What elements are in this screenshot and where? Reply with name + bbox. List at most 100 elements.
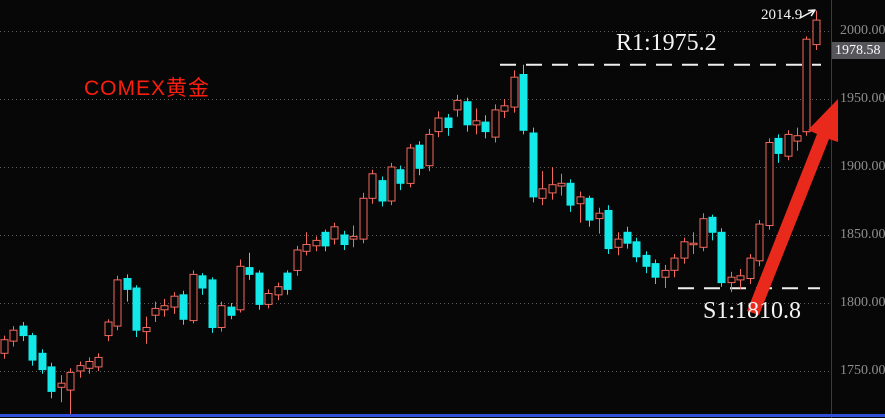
candle-body[interactable] bbox=[642, 254, 651, 267]
candle-body[interactable] bbox=[151, 307, 160, 316]
candle-body[interactable] bbox=[94, 356, 103, 368]
axis-tick-label: 1950.00 bbox=[840, 91, 885, 106]
candle-body[interactable] bbox=[198, 275, 207, 289]
candle-body[interactable] bbox=[28, 335, 37, 361]
candle-body[interactable] bbox=[170, 295, 179, 308]
candle-body[interactable] bbox=[274, 286, 283, 296]
candle-body[interactable] bbox=[340, 234, 349, 245]
candle-body[interactable] bbox=[396, 169, 405, 184]
candle-body[interactable] bbox=[0, 339, 9, 354]
candle-body[interactable] bbox=[774, 137, 783, 154]
candle-body[interactable] bbox=[708, 216, 717, 233]
candle-body[interactable] bbox=[227, 306, 236, 316]
candle-body[interactable] bbox=[463, 101, 472, 126]
candle-body[interactable] bbox=[585, 197, 594, 221]
candle-body[interactable] bbox=[538, 188, 547, 199]
candle-body[interactable] bbox=[387, 166, 396, 202]
candle-body[interactable] bbox=[670, 257, 679, 271]
candle-body[interactable] bbox=[755, 223, 764, 262]
candle-body[interactable] bbox=[632, 241, 641, 258]
candle-body[interactable] bbox=[444, 117, 453, 128]
candle-body[interactable] bbox=[727, 276, 736, 284]
candle-body[interactable] bbox=[699, 218, 708, 248]
candle-body[interactable] bbox=[548, 184, 557, 194]
bottom-divider-bar bbox=[0, 414, 885, 417]
axis-tick-label: 1750.00 bbox=[840, 363, 885, 378]
candle-body[interactable] bbox=[689, 242, 698, 246]
candle-body[interactable] bbox=[651, 263, 660, 278]
candle-body[interactable] bbox=[491, 109, 500, 138]
candle-body[interactable] bbox=[793, 135, 802, 142]
candle-body[interactable] bbox=[359, 197, 368, 240]
candle-body[interactable] bbox=[425, 133, 434, 167]
instrument-title: COMEX黄金 bbox=[84, 77, 211, 100]
candle-body[interactable] bbox=[255, 272, 264, 305]
candle-body[interactable] bbox=[179, 294, 188, 320]
axis-tick-label: 1800.00 bbox=[840, 295, 885, 310]
candle-body[interactable] bbox=[47, 366, 56, 392]
candle-body[interactable] bbox=[208, 279, 217, 328]
axis-tick-label: 1900.00 bbox=[840, 159, 885, 174]
candle-body[interactable] bbox=[368, 173, 377, 199]
candle-body[interactable] bbox=[614, 238, 623, 248]
candle-body[interactable] bbox=[604, 210, 613, 250]
candle-body[interactable] bbox=[264, 293, 273, 305]
candle-body[interactable] bbox=[132, 287, 141, 331]
candle-body[interactable] bbox=[9, 329, 18, 342]
candle-body[interactable] bbox=[529, 132, 538, 198]
candle-body[interactable] bbox=[661, 269, 670, 278]
candle-body[interactable] bbox=[66, 371, 75, 391]
candle-body[interactable] bbox=[680, 241, 689, 259]
candle-body[interactable] bbox=[76, 365, 85, 372]
candle-body[interactable] bbox=[189, 273, 198, 322]
candle-body[interactable] bbox=[217, 305, 226, 329]
candle-body[interactable] bbox=[321, 231, 330, 247]
candle-body[interactable] bbox=[85, 361, 94, 369]
candle-body[interactable] bbox=[123, 278, 132, 290]
candle-body[interactable] bbox=[245, 267, 254, 275]
candle-body[interactable] bbox=[113, 279, 122, 327]
candle-body[interactable] bbox=[415, 144, 424, 169]
candle-body[interactable] bbox=[765, 142, 774, 226]
candle-body[interactable] bbox=[104, 321, 113, 337]
candle-body[interactable] bbox=[312, 239, 321, 247]
candle-body[interactable] bbox=[38, 352, 47, 371]
resistance-r1-label: R1:1975.2 bbox=[616, 30, 717, 56]
candle-body[interactable] bbox=[566, 182, 575, 206]
candle-body[interactable] bbox=[57, 382, 66, 388]
candle-body[interactable] bbox=[378, 180, 387, 202]
candle-body[interactable] bbox=[500, 105, 509, 112]
candle-body[interactable] bbox=[802, 38, 811, 133]
candle-body[interactable] bbox=[812, 19, 821, 46]
candle-body[interactable] bbox=[453, 99, 462, 111]
candle-body[interactable] bbox=[623, 231, 632, 244]
candle-body[interactable] bbox=[19, 325, 28, 337]
candle-body[interactable] bbox=[481, 121, 490, 133]
candle-body[interactable] bbox=[472, 120, 481, 126]
candle-body[interactable] bbox=[717, 231, 726, 284]
candle-body[interactable] bbox=[557, 182, 566, 187]
candle-body[interactable] bbox=[160, 305, 169, 311]
candle-body[interactable] bbox=[349, 235, 358, 240]
candle-body[interactable] bbox=[784, 133, 793, 157]
candle-body[interactable] bbox=[293, 249, 302, 271]
candle-body[interactable] bbox=[406, 147, 415, 184]
axis-tick-label: 2000.00 bbox=[840, 23, 885, 38]
candle-body[interactable] bbox=[434, 117, 443, 133]
candle-body[interactable] bbox=[236, 265, 245, 311]
candle-body[interactable] bbox=[283, 272, 292, 290]
candle-body[interactable] bbox=[330, 226, 339, 240]
candle-body[interactable] bbox=[736, 275, 745, 281]
axis-tick-label: 1850.00 bbox=[840, 227, 885, 242]
candle-body[interactable] bbox=[519, 74, 528, 131]
peak-price-label: 2014.9 bbox=[761, 7, 803, 23]
candle-body[interactable] bbox=[510, 76, 519, 108]
candle-body[interactable] bbox=[746, 257, 755, 280]
candle-body[interactable] bbox=[595, 212, 604, 220]
candle-body[interactable] bbox=[576, 196, 585, 205]
candle-body[interactable] bbox=[302, 244, 311, 252]
trend-arrow bbox=[747, 99, 838, 315]
candle-body[interactable] bbox=[142, 327, 151, 333]
